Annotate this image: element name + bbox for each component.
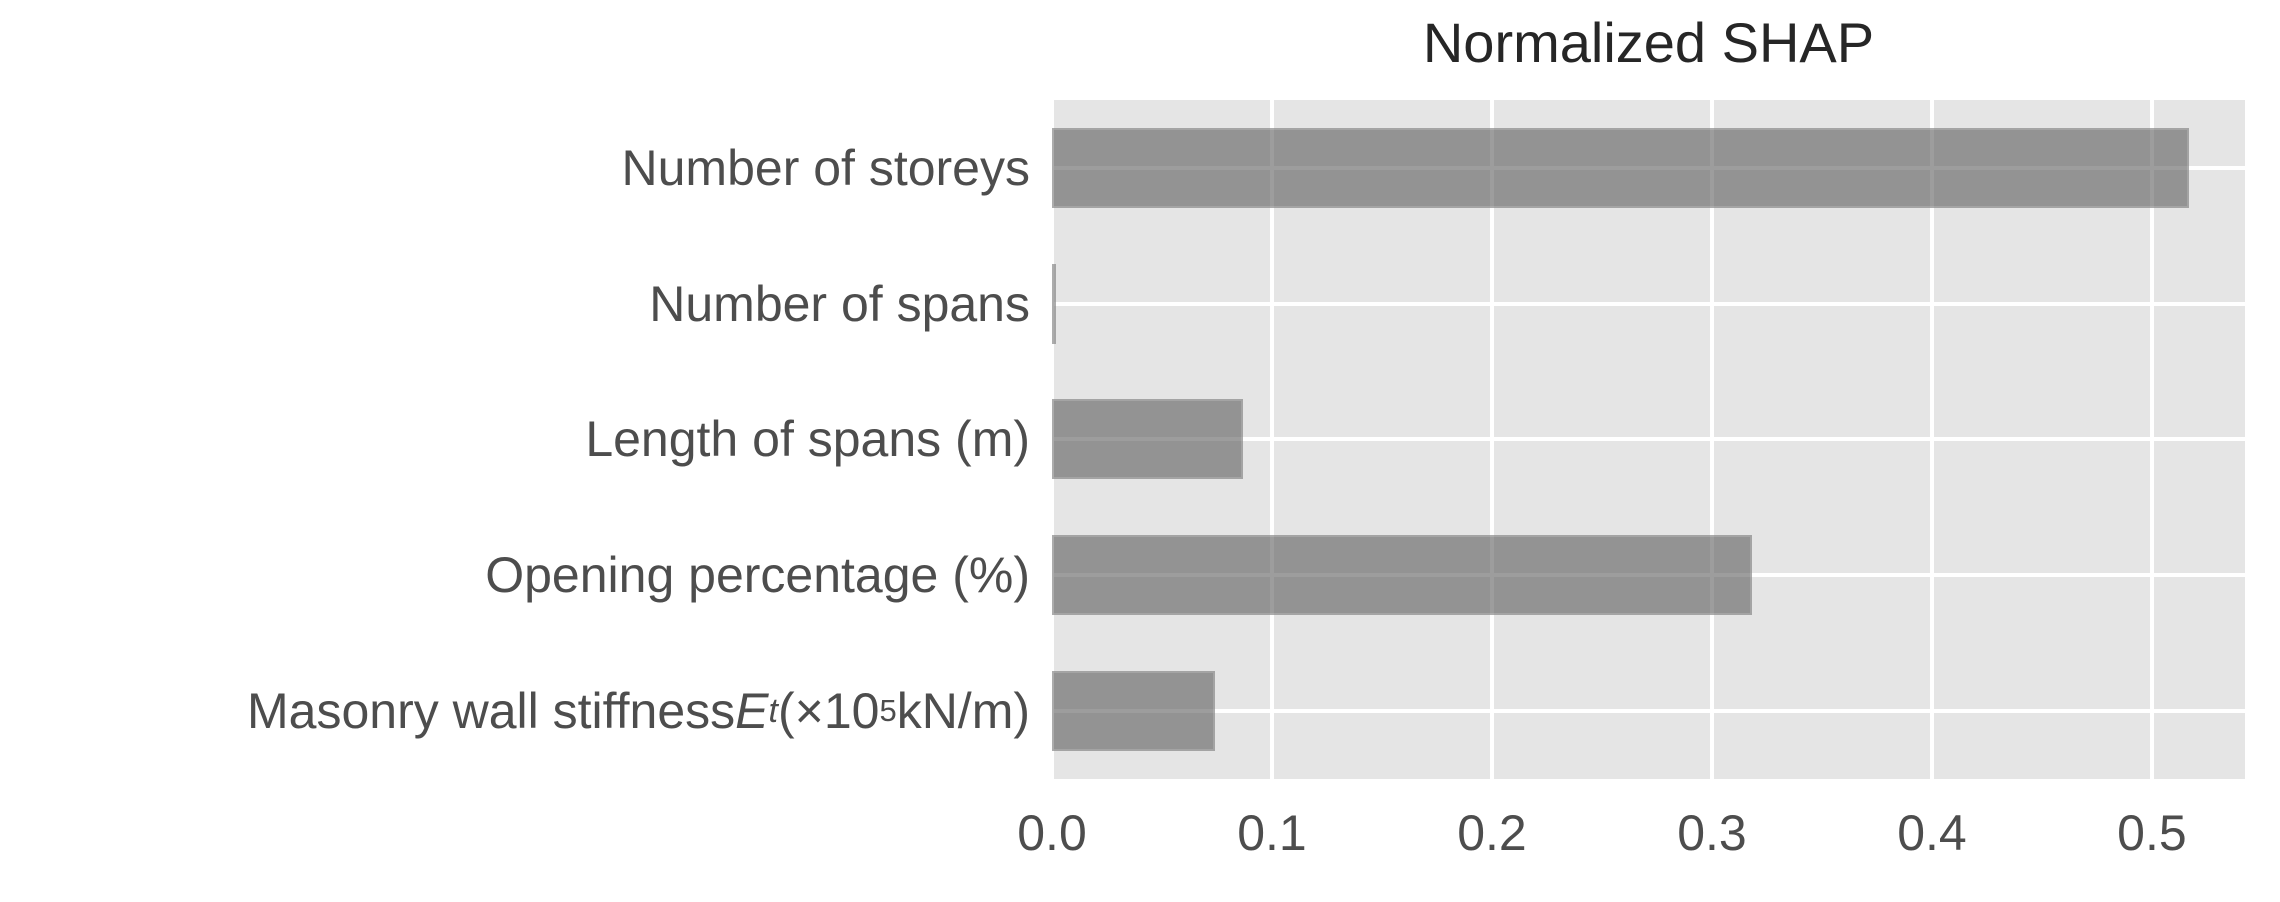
y-axis-label-length-of-spans: Length of spans (m) [585, 411, 1030, 468]
masonry-label-suffix: kN/m) [896, 683, 1030, 740]
masonry-label-variable-e: E [735, 683, 769, 740]
x-tick-label-0.0: 0.0 [1017, 805, 1087, 861]
x-tick-label-0.4: 0.4 [1897, 805, 1967, 861]
masonry-label-prefix: Masonry wall stiffness [247, 683, 736, 740]
bar-masonry-wall-stiffness [1052, 671, 1215, 752]
bar-row-number-of-spans [1052, 236, 2245, 372]
chart-title: Normalized SHAP [1422, 11, 1875, 74]
bar-rows [1052, 100, 2245, 779]
bar-row-opening-percentage [1052, 507, 2245, 643]
bar-row-masonry-wall-stiffness [1052, 643, 2245, 779]
bar-opening-percentage [1052, 535, 1752, 616]
bar-row-number-of-storeys [1052, 100, 2245, 236]
bar-number-of-storeys [1052, 127, 2190, 208]
masonry-label-subscript-t: t [768, 691, 778, 730]
x-tick-label-0.2: 0.2 [1457, 805, 1527, 861]
x-tick-label-0.3: 0.3 [1677, 805, 1747, 861]
y-axis-labels: Number of storeys Number of spans Length… [0, 100, 1030, 779]
masonry-label-superscript-5: 5 [879, 693, 897, 729]
plot-area [1050, 100, 2245, 779]
masonry-label-mid: (×10 [777, 683, 880, 740]
x-tick-label-0.1: 0.1 [1237, 805, 1307, 861]
y-axis-label-number-of-storeys: Number of storeys [621, 139, 1030, 196]
y-axis-label-number-of-spans: Number of spans [649, 275, 1030, 332]
y-axis-label-opening-percentage: Opening percentage (%) [485, 547, 1030, 604]
horizontal-gridline [1052, 437, 2245, 442]
bar-length-of-spans [1052, 399, 1244, 480]
horizontal-gridline [1052, 301, 2245, 306]
horizontal-gridline [1052, 709, 2245, 714]
x-tick-label-0.5: 0.5 [2117, 805, 2187, 861]
bar-number-of-spans [1052, 263, 1057, 344]
bar-row-length-of-spans [1052, 372, 2245, 508]
x-axis-tick-labels: 0.0 0.1 0.2 0.3 0.4 0.5 [1017, 797, 2245, 869]
